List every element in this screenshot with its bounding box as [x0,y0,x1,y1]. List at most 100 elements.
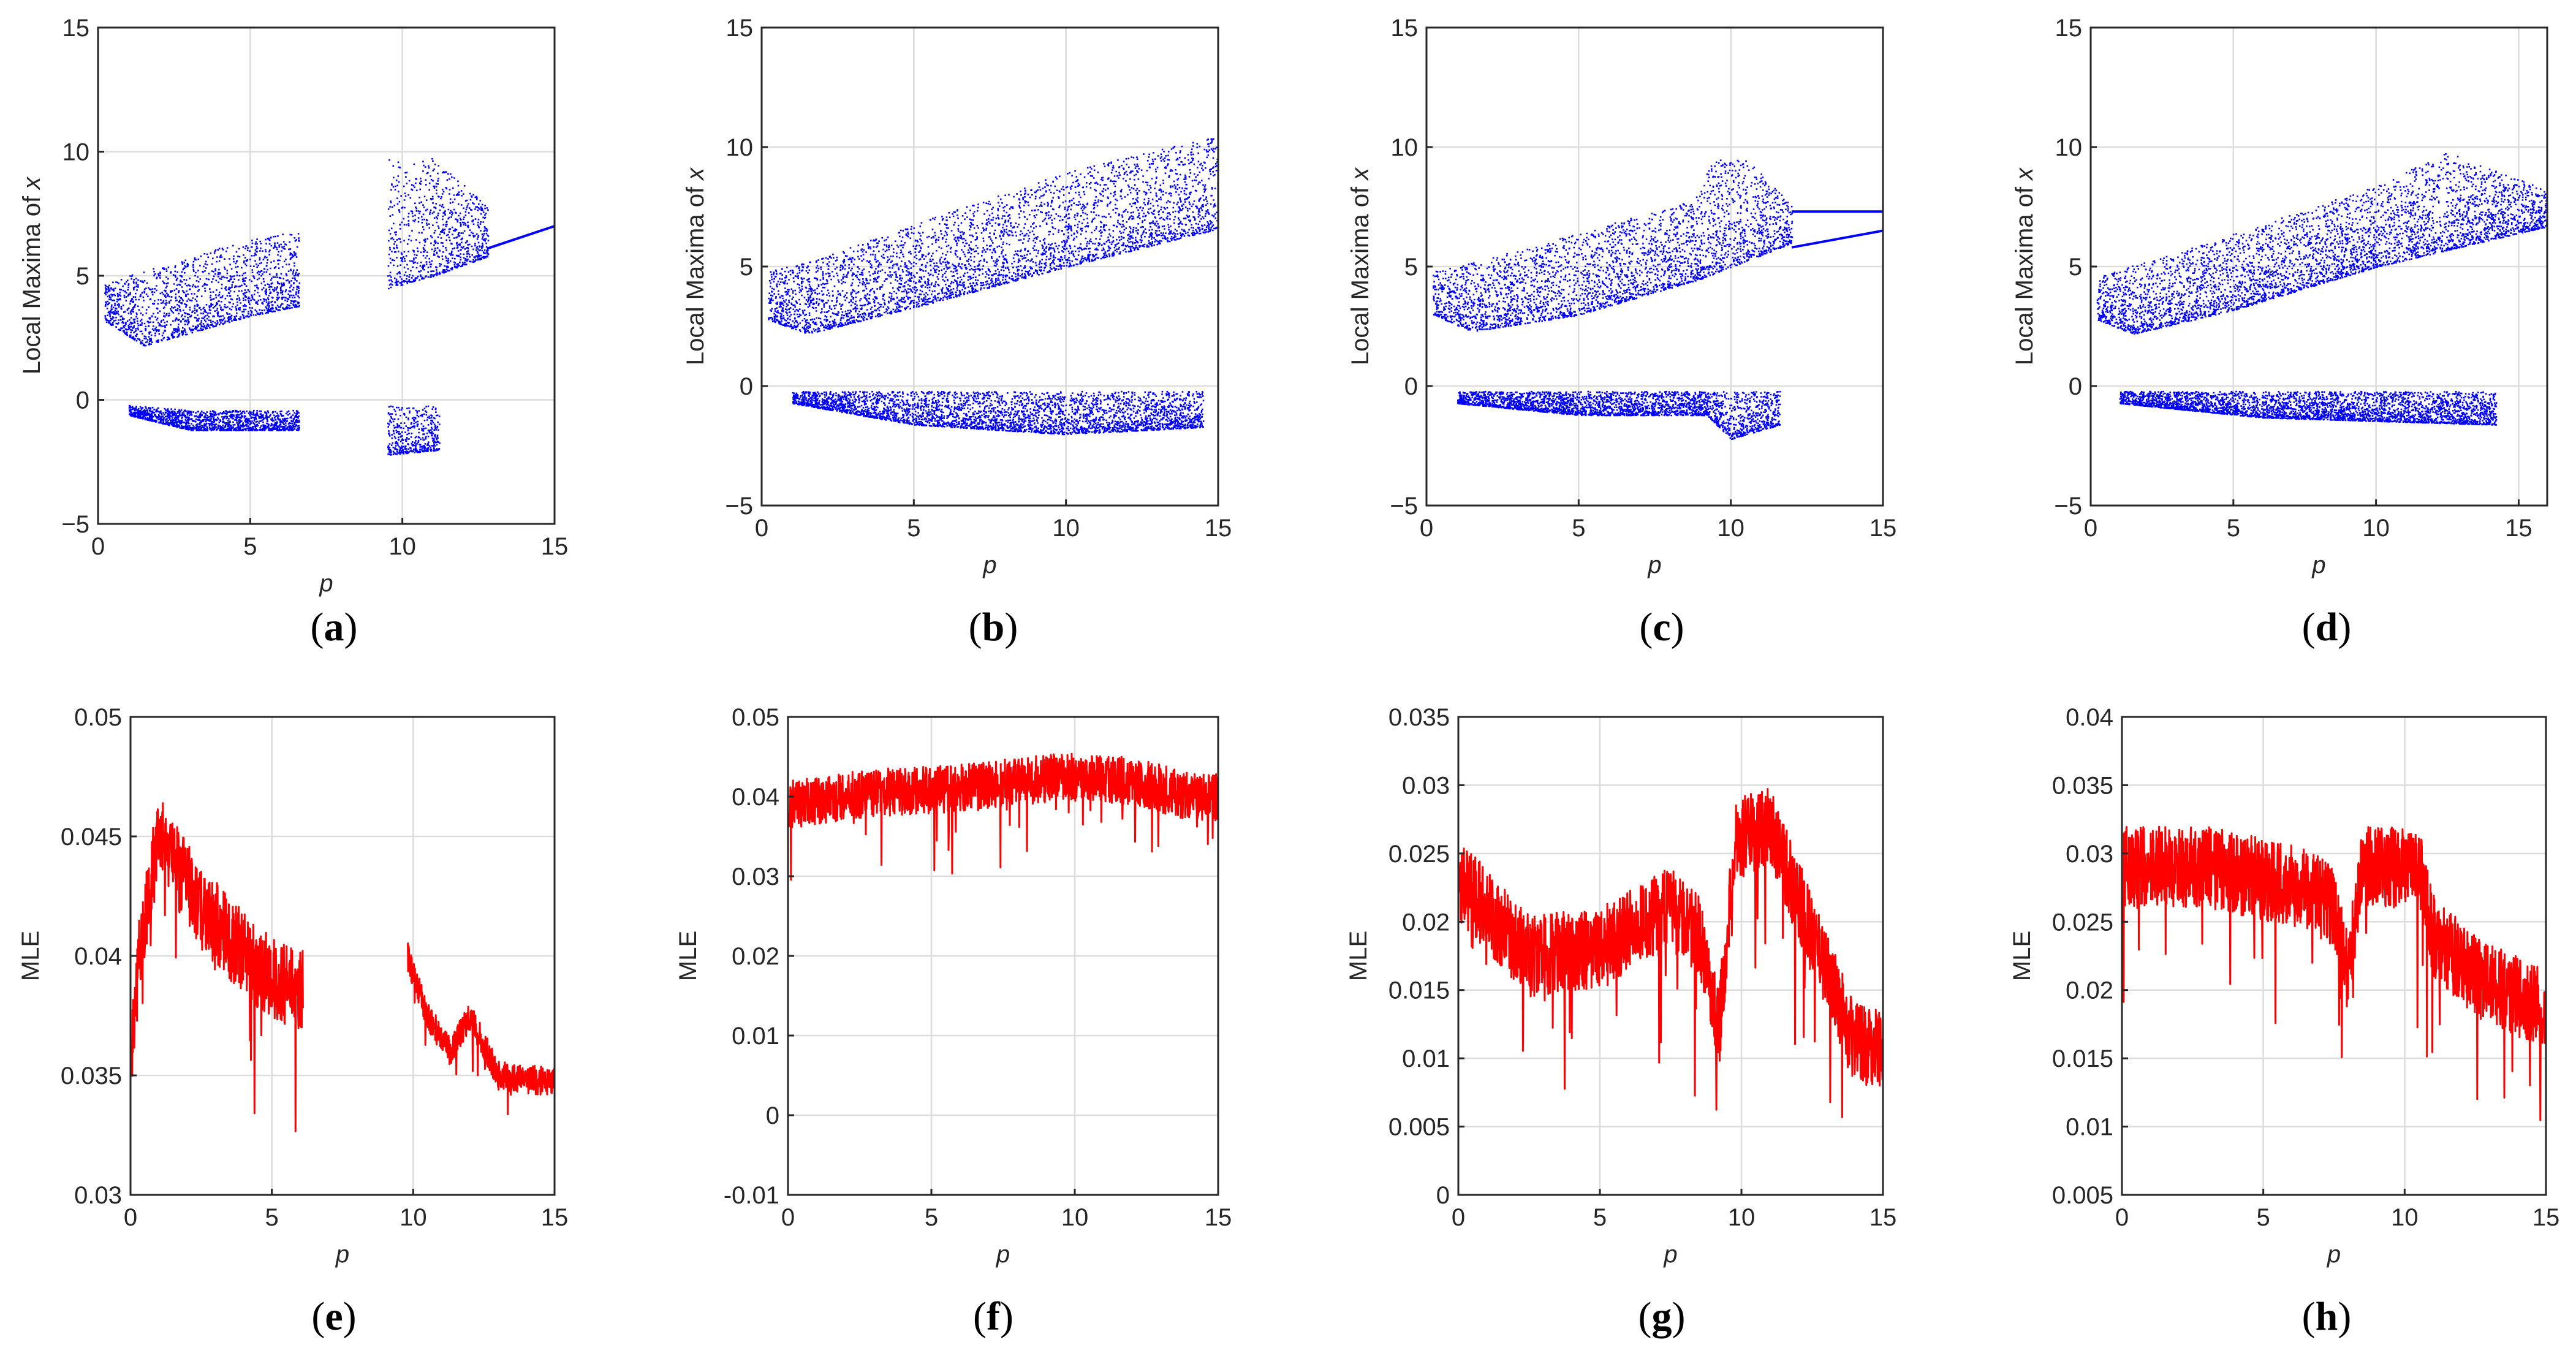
subfigure-label-a: (a) [311,605,358,650]
y-tick-label: 0.02 [2066,977,2113,1004]
y-tick-label: 0.03 [1402,772,1450,799]
y-tick-label: 0 [1436,1182,1450,1209]
y-tick-label: 15 [726,15,754,42]
y-tick-label: 5 [1404,254,1418,281]
series-lower-branch [1457,390,1781,440]
x-tick-label: 0 [1452,1204,1465,1231]
x-tick-label: 0 [91,533,105,560]
mle-line-segment [788,752,1218,881]
y-axis-label: MLE [17,931,44,981]
y-tick-label: 0.05 [732,704,779,731]
y-tick-label: 0.04 [74,943,122,970]
plot-area-g [1458,788,1883,1118]
x-tick-label: 10 [2362,515,2390,542]
x-axis-label: p [1663,1241,1677,1268]
x-tick-label: 5 [2227,515,2240,542]
mle-line-segment [1458,788,1883,1118]
mle-line-segment [131,802,304,1132]
x-tick-label: 5 [907,515,920,542]
y-tick-label: 0.025 [1388,841,1450,868]
y-tick-label: 0.03 [732,863,779,890]
plot-area-a [104,157,555,456]
x-axis-label: p [319,570,333,597]
series-upper-branch [387,157,490,290]
y-tick-label: 0.035 [61,1063,122,1089]
y-tick-label: 0.025 [2052,909,2113,936]
y-tick-label: −5 [725,493,753,520]
x-axis-label: p [335,1241,349,1268]
subfigure-label-g: (g) [1638,1294,1686,1339]
x-tick-label: 15 [541,1204,569,1231]
x-tick-label: 5 [243,533,257,560]
axes-frame [2121,716,2547,1196]
y-tick-label: −5 [2054,493,2082,520]
y-tick-label: 0.01 [1402,1045,1450,1072]
y-tick-label: -0.01 [724,1182,779,1209]
y-axis-label: Local Maxima of x [682,167,709,365]
y-axis-label: MLE [675,931,702,981]
subfigure-label-f: (f) [973,1294,1013,1339]
x-tick-label: 5 [265,1204,279,1231]
subfigure-label-b: (b) [969,605,1018,650]
y-tick-label: 10 [726,134,754,161]
x-tick-label: 15 [541,533,569,560]
y-tick-label: 0.03 [2066,841,2113,868]
subfigure-label-e: (e) [311,1294,356,1339]
y-tick-label: 0.015 [1388,977,1450,1004]
x-axis-label: p [2311,551,2325,578]
series-upper-branch [1433,159,1794,332]
x-tick-label: 0 [124,1204,137,1231]
x-axis-label: p [2327,1241,2341,1268]
y-tick-label: 0.01 [732,1023,779,1050]
y-tick-label: 0.005 [2052,1182,2113,1209]
y-tick-label: 0.02 [1402,909,1450,936]
y-tick-label: 0.035 [1388,704,1450,731]
plot-area-c [1433,159,1883,440]
axes-frame [1457,716,1884,1196]
x-tick-label: 0 [1420,515,1433,542]
series-upper-branch [104,233,301,347]
x-tick-label: 10 [400,1204,427,1231]
y-tick-label: 0.01 [2066,1114,2113,1141]
series-periodic-line [487,225,555,250]
x-tick-label: 15 [1869,515,1897,542]
subfigure-label-h: (h) [2302,1294,2352,1339]
x-tick-label: 0 [781,1204,795,1231]
subfigure-label-d: (d) [2302,605,2352,650]
x-tick-label: 0 [755,515,768,542]
panel-g: 0 5 10 15 0 0.005 0.01 0.015 0.02 0.025 0.03 0.035 p… [1345,704,1896,1268]
series-periodic-lower [1791,229,1883,249]
y-tick-label: 0.045 [61,824,122,851]
x-tick-label: 0 [2084,515,2097,542]
x-tick-label: 5 [1572,515,1585,542]
series-lower-branch [387,405,441,456]
y-tick-label: 0.04 [2066,704,2113,731]
y-tick-label: 0 [766,1102,779,1129]
y-tick-label: 10 [1391,134,1419,161]
y-tick-label: 0.03 [74,1182,122,1209]
panel-e: 0 5 10 15 0.03 0.035 0.04 0.045 0.05 p MLE [17,704,568,1268]
series-lower-branch [2119,390,2498,426]
x-tick-label: 0 [2115,1204,2129,1231]
x-tick-label: 15 [2505,515,2532,542]
y-tick-label: 0.035 [2052,772,2113,799]
subfigure-label-c: (c) [1639,605,1684,650]
y-tick-label: 5 [740,254,753,281]
y-tick-label: 0 [76,387,89,414]
mle-line-segment [407,942,555,1115]
x-tick-label: 5 [1593,1204,1607,1231]
y-tick-label: 15 [2055,15,2083,42]
series-lower-branch [792,390,1205,436]
series-lower-branch [128,404,300,431]
x-tick-label: 10 [1061,1204,1089,1231]
x-tick-label: 5 [925,1204,938,1231]
y-tick-label: 0.05 [74,704,122,731]
y-axis-label: Local Maxima of x [2011,167,2038,365]
y-tick-label: 0.015 [2052,1045,2113,1072]
